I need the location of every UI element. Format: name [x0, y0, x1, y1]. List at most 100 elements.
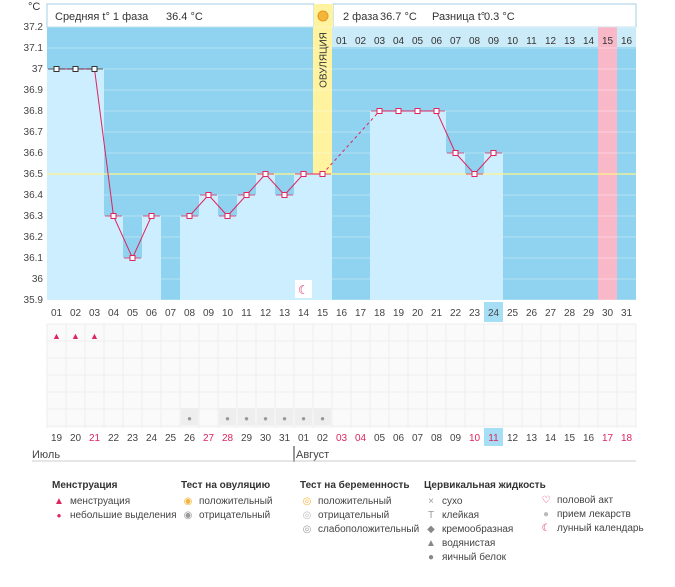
legend-item: менструация [70, 496, 131, 507]
watery-icon: ▲ [426, 538, 436, 549]
post-ovulation-day-label: 15 [602, 36, 614, 47]
creamy-icon: ◆ [427, 524, 435, 535]
post-ovulation-day-label: 08 [469, 36, 481, 47]
pregnancy-negative-icon: ◎ [302, 510, 312, 521]
temperature-bar [47, 69, 66, 300]
cycle-day-label: 28 [564, 308, 576, 319]
temperature-line [246, 173, 266, 196]
y-tick-label: 37.1 [24, 43, 44, 54]
cycle-day-label: 08 [184, 308, 196, 319]
cycle-day-label: 15 [317, 308, 329, 319]
pregnancy-weak-icon: ◎ [302, 524, 312, 535]
post-ovulation-day-label: 07 [450, 36, 462, 47]
temperature-point [243, 192, 250, 198]
cycle-day-label: 04 [108, 308, 120, 319]
cycle-day-label: 19 [393, 308, 405, 319]
calendar-date-label: 25 [165, 433, 177, 444]
fluid-drop-icon: ● [263, 414, 268, 423]
cycle-day-label: 16 [336, 308, 348, 319]
post-ovulation-day-label: 05 [412, 36, 424, 47]
y-tick-label: 35.9 [24, 295, 44, 306]
temperature-bar [237, 195, 256, 300]
temperature-line [132, 215, 152, 259]
calendar-date-label: 22 [108, 433, 120, 444]
temperature-line [455, 152, 475, 175]
calendar-date-label: 04 [355, 433, 367, 444]
cycle-day-label: 23 [469, 308, 481, 319]
calendar-date-label: 02 [317, 433, 329, 444]
legend-item: половой акт [557, 495, 614, 506]
cycle-day-label: 26 [526, 308, 538, 319]
legend-ovulation-test: Тест на овуляцию ◉ положительный ◉ отрицат… [181, 480, 272, 523]
calendar-date-label: 26 [184, 433, 196, 444]
sticky-icon: T [427, 510, 435, 521]
post-ovulation-day-label: 14 [583, 36, 595, 47]
plot-area: 35.9 36 36.1 36.2 36.3 36.4 36.5 36.6 36.7 36.8 36… [24, 22, 637, 462]
temperature-bar [389, 111, 408, 300]
spotting-drop-icon: ● [56, 511, 62, 520]
temperature-point [91, 66, 98, 72]
temperature-point [110, 213, 117, 219]
cycle-day-label: 31 [621, 308, 633, 319]
fluid-box [314, 408, 331, 425]
marker-grid [47, 324, 636, 428]
fluid-box [295, 408, 312, 425]
temperature-point [452, 150, 459, 156]
legend-item: слабоположительный [318, 524, 420, 535]
header-bar: °C Средняя t° 1 фаза 36.4 °C 2 фаза 36.7… [28, 1, 637, 28]
legend: Менструация ▲ менструация ● небольшие выде… [52, 480, 652, 580]
calendar-date-label: 09 [450, 433, 462, 444]
lunar-box [295, 280, 312, 298]
calendar-date-label: 28 [222, 433, 234, 444]
month-label: Июль [32, 449, 60, 461]
temperature-bar [85, 69, 104, 300]
legend-item: кремообразная [442, 524, 514, 535]
ovulation-positive-icon: ◉ [183, 496, 193, 507]
legend-item: прием лекарств [557, 509, 631, 520]
temperature-point [262, 171, 269, 177]
temperature-line [94, 68, 114, 217]
cycle-day-label: 09 [203, 308, 215, 319]
cycle-day-label: 05 [127, 308, 139, 319]
calendar-date-label: 13 [526, 433, 538, 444]
post-ovulation-day-label: 03 [374, 36, 386, 47]
fluid-drop-icon: ● [187, 414, 192, 423]
calendar-date-label: 23 [127, 433, 139, 444]
y-unit: °C [28, 1, 40, 13]
temperature-line [436, 110, 456, 154]
calendar-date-label: 08 [431, 433, 443, 444]
post-ovulation-day-label: 02 [355, 36, 367, 47]
legend-ovulation-title: Тест на овуляцию [181, 480, 271, 491]
diff-label: Разница t° [432, 11, 485, 23]
temperature-bar [294, 174, 313, 300]
calendar-date-label: 01 [298, 433, 310, 444]
temperature-point [186, 213, 193, 219]
calendar-date-label: 29 [241, 433, 253, 444]
fluid-drop-icon: ● [225, 414, 230, 423]
legend-cervical-title: Цервикальная жидкость [424, 480, 546, 491]
post-ovulation-day-label: 13 [564, 36, 576, 47]
fluid-box [238, 408, 255, 425]
post-ovulation-day-label: 04 [393, 36, 405, 47]
temperature-point [224, 213, 231, 219]
calendar-date-label: 14 [545, 433, 557, 444]
temperature-line-dashed [322, 110, 380, 175]
cycle-day-label: 03 [89, 308, 101, 319]
cycle-day-label: 01 [51, 308, 63, 319]
calendar-date-label: 30 [260, 433, 272, 444]
temperature-point [300, 171, 307, 177]
post-ovulation-day-label: 06 [431, 36, 443, 47]
cycle-day-label: 07 [165, 308, 177, 319]
temperature-bar [66, 69, 85, 300]
cycle-day-label: 30 [602, 308, 614, 319]
post-ovulation-day-label: 11 [526, 36, 537, 47]
legend-item: отрицательный [318, 510, 390, 521]
temperature-point [395, 108, 402, 114]
legend-item: небольшие выделения [70, 510, 177, 521]
calendar-date-label: 07 [412, 433, 424, 444]
cycle-day-label: 25 [507, 308, 519, 319]
temperature-line [284, 173, 304, 196]
y-tick-label: 37.2 [24, 22, 44, 33]
calendar-date-label: 20 [70, 433, 82, 444]
legend-item: яичный белок [442, 552, 507, 563]
